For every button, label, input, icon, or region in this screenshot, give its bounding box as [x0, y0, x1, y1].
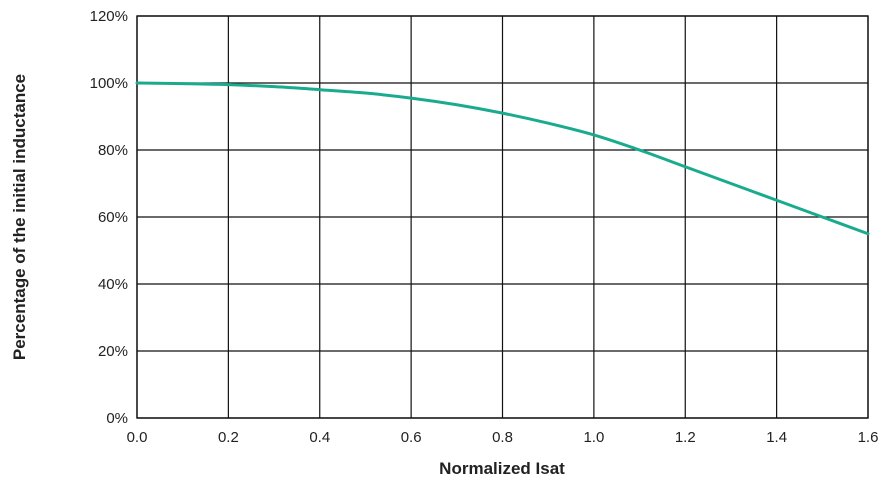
plot-border — [136, 15, 869, 419]
x-tick-label: 0.6 — [401, 429, 422, 446]
plot-frame — [136, 15, 869, 419]
y-axis-title: Percentage of the initial inductance — [10, 74, 29, 360]
x-tick-labels: 0.0 0.2 0.4 0.6 0.8 1.0 1.2 1.4 1.6 — [127, 429, 879, 446]
y-tick-label: 80% — [98, 142, 128, 159]
y-tick-labels: 0% 20% 40% 60% 80% 100% 120% — [90, 8, 128, 427]
x-tick-label: 0.4 — [309, 429, 330, 446]
grid-lines — [136, 15, 869, 419]
series-layer — [135, 81, 870, 236]
y-tick-label: 60% — [98, 209, 128, 226]
x-tick-label: 0.2 — [218, 429, 239, 446]
y-tick-label: 40% — [98, 276, 128, 293]
y-tick-label: 0% — [106, 410, 128, 427]
series-line — [135, 81, 870, 236]
y-tick-label: 100% — [90, 75, 128, 92]
x-axis-title: Normalized Isat — [439, 459, 565, 478]
x-tick-label: 0.8 — [492, 429, 513, 446]
x-tick-label: 1.6 — [858, 429, 879, 446]
x-tick-label: 1.0 — [583, 429, 604, 446]
x-tick-label: 1.4 — [766, 429, 787, 446]
x-tick-label: 0.0 — [127, 429, 148, 446]
y-tick-label: 20% — [98, 343, 128, 360]
x-tick-label: 1.2 — [675, 429, 696, 446]
y-tick-label: 120% — [90, 8, 128, 25]
